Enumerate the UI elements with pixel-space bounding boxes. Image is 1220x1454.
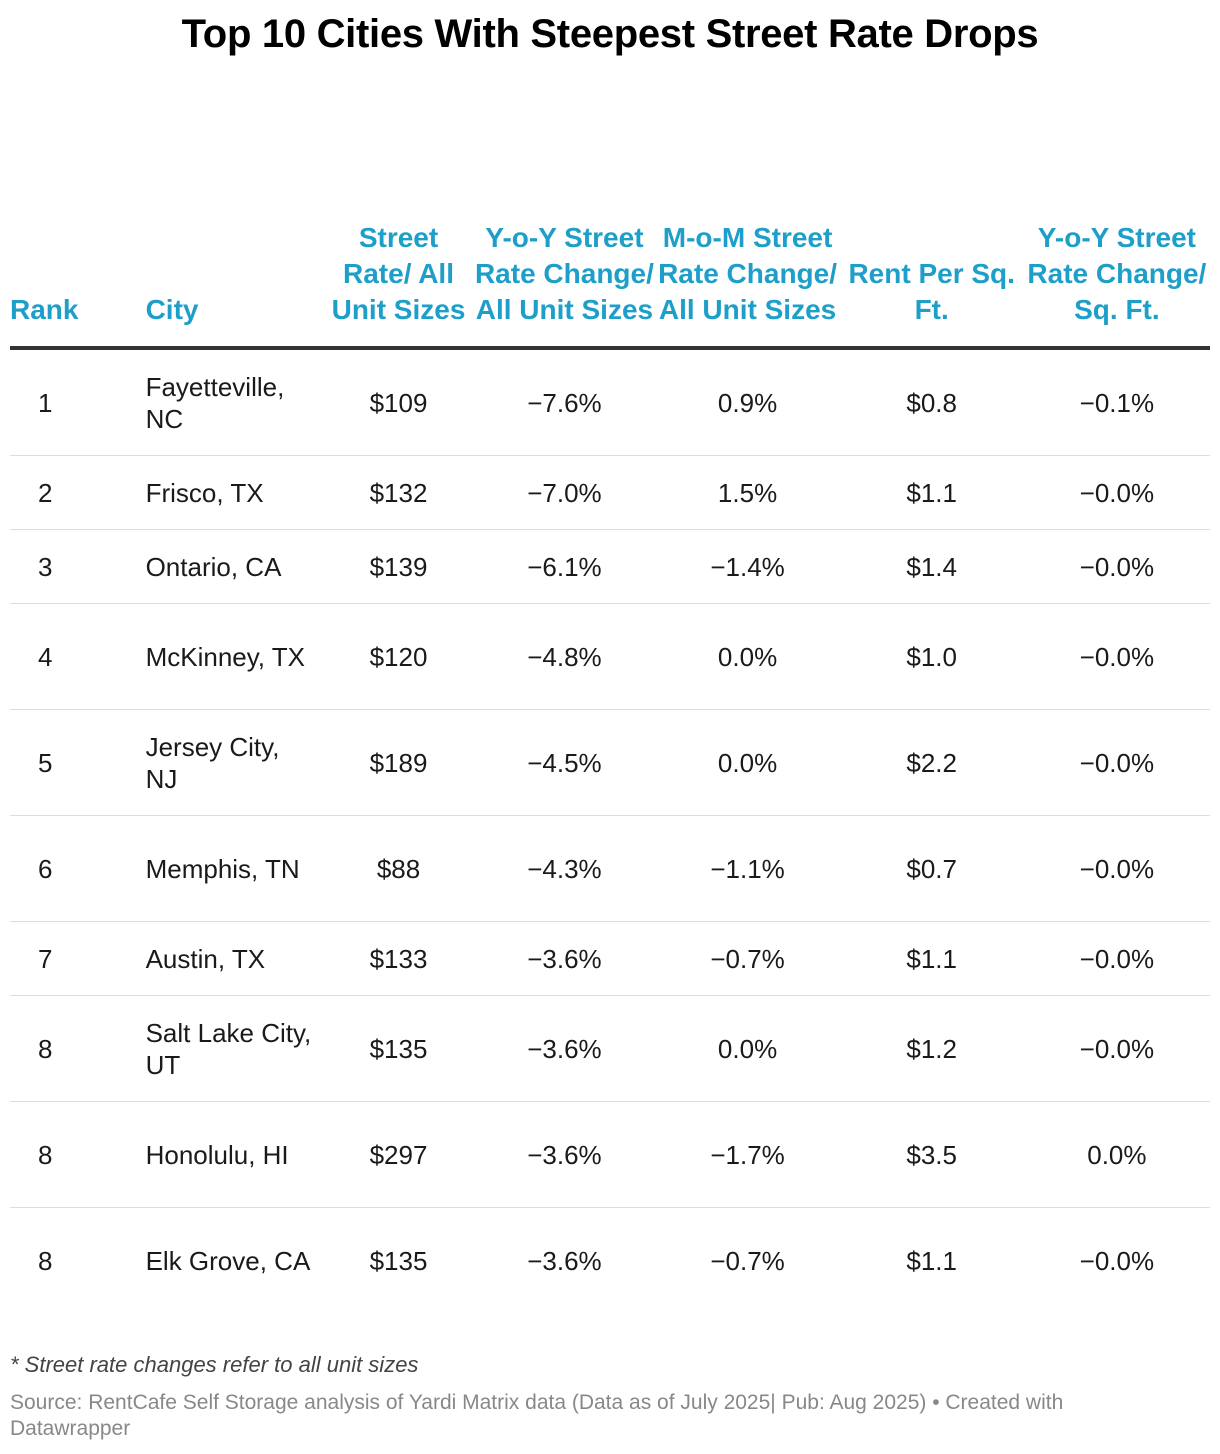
table-row: 8 Elk Grove, CA $135 −3.6% −0.7% $1.1 −0.0% [10, 1208, 1210, 1314]
street-rate-cell: $109 [323, 348, 474, 456]
yoy-sqft-change-cell: −0.0% [1023, 603, 1210, 710]
chart-title: Top 10 Cities With Steepest Street Rate … [181, 12, 1039, 56]
mom-change-cell: 0.0% [655, 995, 840, 1102]
column-header-mom-change: M-o-M Street Rate Change/ All Unit Sizes [655, 112, 840, 350]
rent-per-sqft-cell: $1.0 [839, 603, 1024, 710]
city-cell: Salt Lake City, UT [145, 995, 324, 1102]
yoy-change-cell: −3.6% [473, 995, 656, 1102]
street-rate-cell: $135 [369, 1245, 428, 1276]
source-note: Source: RentCafe Self Storage analysis o… [10, 1391, 1064, 1440]
column-header-rank: Rank [10, 112, 146, 350]
street-rate-cell: $189 [323, 709, 474, 816]
table-row: 1 Fayetteville, NC $109 −7.6% 0.9% $0.8 −0.1% [10, 348, 1210, 456]
city-cell: McKinney, TX [145, 603, 324, 710]
rent-per-sqft-cell: $1.2 [839, 995, 1024, 1102]
yoy-sqft-change-cell: −0.0% [1023, 529, 1210, 604]
yoy-sqft-change-cell: −0.0% [1023, 995, 1210, 1102]
table-row: 8 Honolulu, HI $297 −3.6% −1.7% $3.5 0.0% [10, 1101, 1210, 1208]
data-table: Rank City Street Rate/ All Unit Sizes Y-… [10, 112, 1210, 1313]
yoy-change-cell: −3.6% [527, 1245, 602, 1276]
table-row: 2 Frisco, TX $132 −7.0% 1.5% $1.1 −0.0% [10, 455, 1210, 530]
mom-change-cell: 0.0% [655, 709, 840, 816]
yoy-change-cell: −4.3% [473, 815, 656, 922]
column-header-street-rate: Street Rate/ All Unit Sizes [323, 112, 474, 350]
city-cell: Jersey City, NJ [145, 709, 324, 816]
yoy-change-cell: −7.6% [473, 348, 656, 456]
city-cell: Frisco, TX [145, 455, 324, 530]
yoy-change-cell: −4.8% [473, 603, 656, 710]
street-rate-cell: $133 [323, 921, 474, 996]
yoy-sqft-change-cell: −0.0% [1023, 709, 1210, 816]
yoy-change-cell: −4.5% [473, 709, 656, 816]
rank-cell: 5 [10, 709, 146, 816]
rent-per-sqft-cell: $2.2 [839, 709, 1024, 816]
rent-per-sqft-cell: $1.4 [839, 529, 1024, 604]
yoy-change-cell: −7.0% [473, 455, 656, 530]
yoy-sqft-change-cell: −0.0% [1079, 1245, 1155, 1276]
mom-change-cell: −0.7% [655, 921, 840, 996]
table-row: 3 Ontario, CA $139 −6.1% −1.4% $1.4 −0.0% [10, 529, 1210, 604]
yoy-sqft-change-cell: −0.0% [1023, 815, 1210, 922]
city-cell: Elk Grove, CA [145, 1245, 311, 1276]
rent-per-sqft-cell: $0.8 [839, 348, 1024, 456]
mom-change-cell: −1.1% [655, 815, 840, 922]
rent-per-sqft-cell: $1.1 [839, 921, 1024, 996]
street-rate-cell: $135 [323, 995, 474, 1102]
rank-cell: 8 [10, 1101, 146, 1208]
rank-cell: 2 [10, 455, 146, 530]
yoy-sqft-change-cell: −0.1% [1023, 348, 1210, 456]
rank-cell: 8 [38, 1245, 53, 1276]
rank-cell: 1 [10, 348, 146, 456]
street-rate-cell: $88 [323, 815, 474, 922]
city-cell: Honolulu, HI [145, 1101, 324, 1208]
street-rate-cell: $132 [323, 455, 474, 530]
table-row: 7 Austin, TX $133 −3.6% −0.7% $1.1 −0.0% [10, 921, 1210, 996]
mom-change-cell: 0.0% [655, 603, 840, 710]
yoy-sqft-change-cell: −0.0% [1023, 455, 1210, 530]
mom-change-cell: −1.4% [655, 529, 840, 604]
table-row: 8 Salt Lake City, UT $135 −3.6% 0.0% $1.2 −0.0… [10, 995, 1210, 1102]
footnote: * Street rate changes refer to all unit … [10, 1352, 419, 1377]
city-cell: Fayetteville, NC [145, 348, 324, 456]
column-header-city: City [145, 112, 324, 350]
city-cell: Austin, TX [145, 921, 324, 996]
rank-cell: 4 [10, 603, 146, 710]
mom-change-cell: 1.5% [655, 455, 840, 530]
table-row: 5 Jersey City, NJ $189 −4.5% 0.0% $2.2 −0.0% [10, 709, 1210, 816]
table-row: 4 McKinney, TX $120 −4.8% 0.0% $1.0 −0.0% [10, 603, 1210, 710]
yoy-change-cell: −3.6% [473, 1101, 656, 1208]
street-rate-cell: $139 [323, 529, 474, 604]
rent-per-sqft-cell: $1.1 [906, 1245, 957, 1276]
yoy-sqft-change-cell: −0.0% [1023, 921, 1210, 996]
street-rate-cell: $120 [323, 603, 474, 710]
rank-cell: 6 [10, 815, 146, 922]
rent-per-sqft-cell: $1.1 [839, 455, 1024, 530]
column-header-yoy-sqft-change: Y-o-Y Street Rate Change/ Sq. Ft. [1023, 112, 1210, 350]
rank-cell: 7 [10, 921, 146, 996]
mom-change-cell: −1.7% [655, 1101, 840, 1208]
mom-change-cell: 0.9% [655, 348, 840, 456]
rent-per-sqft-cell: $3.5 [839, 1101, 1024, 1208]
column-header-rent-per-sqft: Rent Per Sq. Ft. [839, 112, 1024, 350]
rank-cell: 3 [10, 529, 146, 604]
column-header-yoy-change: Y-o-Y Street Rate Change/ All Unit Sizes [473, 112, 656, 350]
yoy-sqft-change-cell: 0.0% [1023, 1101, 1210, 1208]
rent-per-sqft-cell: $0.7 [839, 815, 1024, 922]
street-rate-cell: $297 [323, 1101, 474, 1208]
city-cell: Ontario, CA [145, 529, 324, 604]
header-row: Rank City Street Rate/ All Unit Sizes Y-… [10, 112, 1210, 350]
rank-cell: 8 [10, 995, 146, 1102]
mom-change-cell: −0.7% [710, 1245, 785, 1276]
yoy-change-cell: −3.6% [473, 921, 656, 996]
city-cell: Memphis, TN [145, 815, 324, 922]
yoy-change-cell: −6.1% [473, 529, 656, 604]
table-row: 6 Memphis, TN $88 −4.3% −1.1% $0.7 −0.0% [10, 815, 1210, 922]
